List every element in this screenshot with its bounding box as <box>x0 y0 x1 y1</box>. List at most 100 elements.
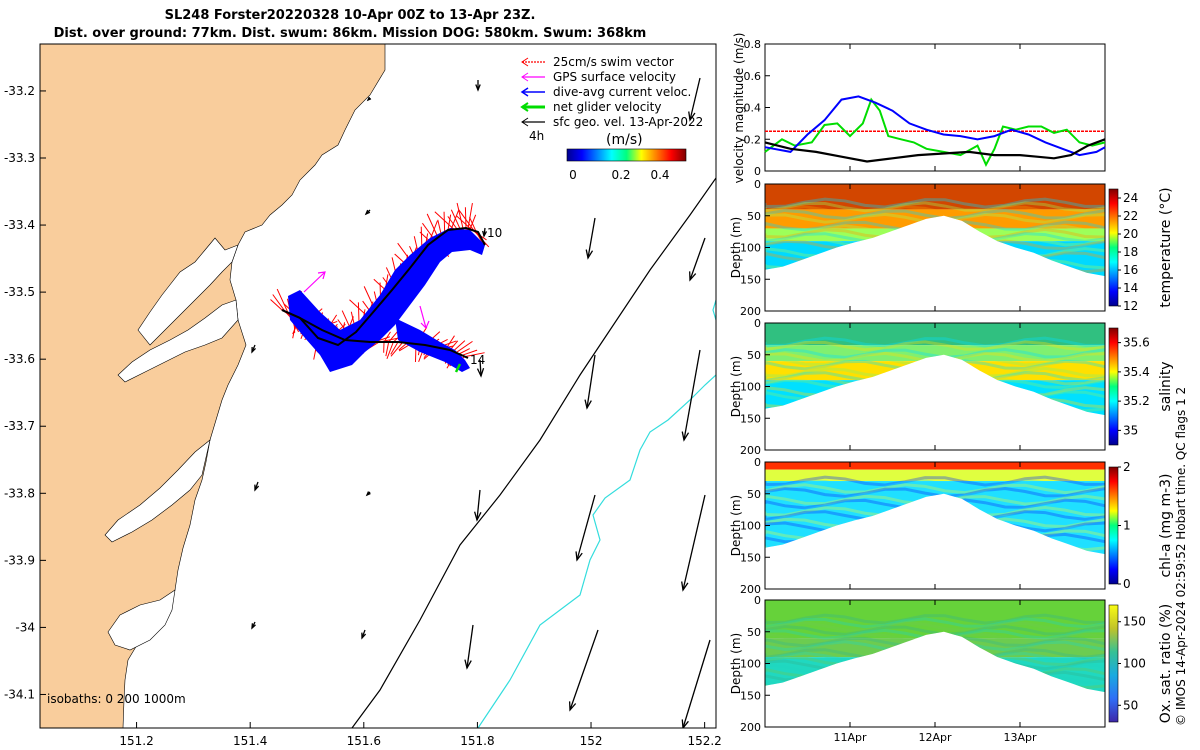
time-step-label: 4h <box>529 129 544 143</box>
colorbar-tick-label: 20 <box>1123 227 1138 241</box>
swim-vector <box>270 299 283 311</box>
section-y-tick-label: 50 <box>747 626 761 639</box>
swim-vector <box>458 348 470 355</box>
colorbar-tick-label: 0 <box>1123 577 1131 591</box>
legend-swim-vector: 25cm/s swim vector <box>521 55 674 69</box>
colorbar-tick-label: 35.4 <box>1123 365 1150 379</box>
geo-velocity-arrow <box>361 629 367 640</box>
colorbar-tick-label: 35.2 <box>1123 394 1150 408</box>
swim-vector <box>467 202 473 229</box>
geo-velocity-arrow <box>575 494 596 562</box>
dive-avg-current-band-east <box>395 318 470 372</box>
geo-velocity-arrow <box>365 491 371 497</box>
swim-vector <box>386 341 394 360</box>
legend-geo-velocity: sfc geo. vel. 13-Apr-2022 <box>521 115 703 129</box>
geo-velocity-arrow <box>681 494 706 592</box>
map-panel: 10 14 isobaths: 0 200 1000m 151.2 151.4 15… <box>4 43 722 748</box>
legend-label-net: net glider velocity <box>553 100 661 114</box>
map-y-tick-label: -33.3 <box>4 151 35 165</box>
colorbar-tick-label: 100 <box>1123 657 1146 671</box>
swim-vector <box>447 214 452 231</box>
velocity-series-line <box>764 138 1106 163</box>
swim-vector <box>398 342 408 351</box>
section-layer <box>765 345 1105 362</box>
section-ylabel: Depth (m) <box>729 495 743 556</box>
section-y-tick-label: 150 <box>740 273 761 286</box>
map-y-tick-label: -34 <box>15 620 35 634</box>
section-y-tick-label: 50 <box>747 488 761 501</box>
section-y-tick-label: 200 <box>740 721 761 734</box>
swim-vector <box>455 340 473 354</box>
swim-vector <box>461 349 478 356</box>
section-y-tick-label: 100 <box>740 658 761 671</box>
isobaths-label: isobaths: 0 200 1000m <box>47 692 186 706</box>
swim-vector <box>385 341 390 357</box>
map-y-tick-label: -34.1 <box>4 687 35 701</box>
section-texture <box>765 479 1105 491</box>
speed-colorbar-title: (m/s) <box>606 132 643 148</box>
colorbar-label: salinity <box>1158 361 1174 411</box>
velocity-ylabel: velocity magnitude (m/s) <box>732 33 746 184</box>
section-colorbar <box>1108 327 1119 446</box>
day-label-end: 14 <box>470 353 485 367</box>
map-x-tick-label: 151.4 <box>233 734 267 748</box>
colorbar-tick-label: 1 <box>1123 519 1131 533</box>
map-content: 10 14 isobaths: 0 200 1000m <box>40 44 716 728</box>
swim-vectors <box>270 202 490 369</box>
map-x-tick-label: 151.6 <box>347 734 381 748</box>
geo-velocity-arrow <box>254 481 260 492</box>
isobath-1000m <box>477 374 716 728</box>
estuary-south <box>104 439 211 543</box>
swim-vector <box>434 211 455 230</box>
swim-vector <box>456 215 473 231</box>
legend-label-current: dive-avg current veloc. <box>553 85 691 99</box>
velocity-y-tick-label: 0.6 <box>744 70 762 83</box>
geo-velocity-arrow <box>476 359 485 378</box>
swim-vector <box>452 340 466 352</box>
geo-velocity-arrow <box>473 489 482 522</box>
map-y-tick-label: -33.7 <box>4 419 35 433</box>
glider-track: 10 14 <box>270 202 502 373</box>
legend-gps-velocity: GPS surface velocity <box>521 70 676 84</box>
colorbar-tick-label: 16 <box>1123 263 1138 277</box>
geo-velocity-arrow <box>688 77 701 122</box>
swim-vector <box>390 342 403 357</box>
figure-title-line2: Dist. over ground: 77km. Dist. swum: 86k… <box>53 26 647 41</box>
colorbar-tick-label: 24 <box>1123 191 1138 205</box>
geo-velocity-arrow <box>464 624 474 670</box>
day-tick-label: 13Apr <box>1003 731 1037 744</box>
velocity-y-tick-label: 0.4 <box>744 102 762 115</box>
map-y-tick-label: -33.5 <box>4 285 35 299</box>
velocity-y-tick-label: 0.2 <box>744 133 762 146</box>
colorbar-tick-label: 150 <box>1123 615 1146 629</box>
map-x-tick-label: 152 <box>580 734 603 748</box>
swim-vector <box>447 216 458 230</box>
section-ylabel: Depth (m) <box>729 633 743 694</box>
swim-vector <box>450 210 460 230</box>
colorbar-label: Ox. sat. ratio (%) <box>1158 604 1174 723</box>
section-texture <box>765 617 1105 629</box>
section-y-tick-label: 50 <box>747 349 761 362</box>
colorbar-label: temperature (°C) <box>1158 187 1174 307</box>
section-y-tick-label: 200 <box>740 444 761 457</box>
section-texture <box>765 487 1105 498</box>
swim-vector <box>456 202 464 229</box>
colorbar-tick-label: 12 <box>1123 299 1138 313</box>
day-label-start: 10 <box>487 226 502 240</box>
geo-velocity-arrow <box>584 354 596 410</box>
section-y-tick-label: 200 <box>740 305 761 318</box>
imos-credit: © IMOS 14-Apr-2024 02:59:52 Hobart time.… <box>1174 387 1188 726</box>
isobath-1000m-fragment <box>712 299 716 321</box>
map-y-tick-label: -33.2 <box>4 84 35 98</box>
map-y-tick-label: -33.6 <box>4 352 35 366</box>
geo-velocity-arrow <box>482 227 488 238</box>
velocity-y-tick-label: 0 <box>754 165 761 178</box>
section-texture <box>765 197 1105 209</box>
section-texture <box>765 205 1105 217</box>
swim-vector <box>426 213 439 238</box>
glider-track-line-east <box>281 309 469 359</box>
velocity-y-tick-label: 0.8 <box>744 38 762 51</box>
section-panel-temperature: 0 50 100 150 200 Depth (m) 24 22 20 18 16 14 12 tempe… <box>729 178 1174 318</box>
